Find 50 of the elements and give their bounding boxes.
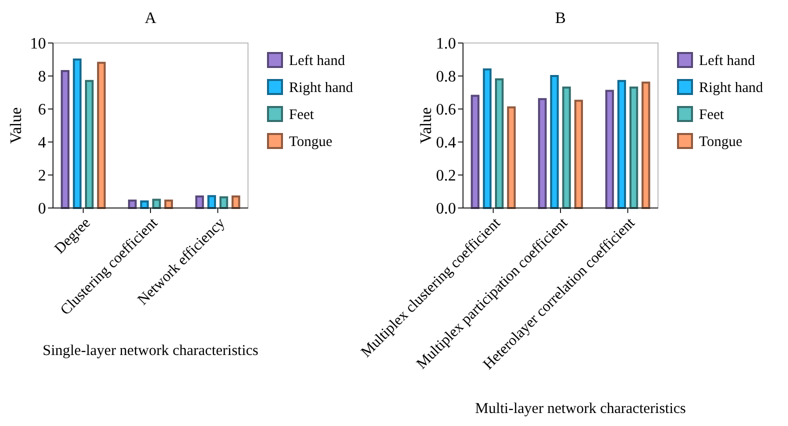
chart-title: A	[144, 10, 157, 27]
chart-title: B	[555, 10, 566, 27]
y-tick-label: 2	[38, 168, 46, 185]
legend-label: Left hand	[699, 53, 756, 70]
y-tick-label: 8	[38, 68, 46, 86]
legend-label: Tongue	[699, 134, 742, 150]
bar	[494, 78, 504, 209]
legend-label: Right hand	[699, 80, 764, 96]
bar	[195, 195, 204, 209]
bar	[72, 58, 82, 209]
bar	[642, 82, 650, 209]
bar	[562, 86, 571, 209]
y-tick-label: 0.4	[436, 134, 456, 152]
bar	[507, 106, 516, 209]
y-tick-label: 10	[30, 36, 46, 53]
y-tick-label: 1.0	[436, 36, 456, 53]
legend-label: Right hand	[289, 80, 354, 96]
legend-label: Tongue	[289, 134, 332, 150]
bar	[629, 86, 638, 209]
y-axis-title: Value	[8, 107, 25, 144]
bar	[128, 200, 137, 209]
bar	[140, 200, 149, 209]
bar	[84, 80, 94, 209]
bar	[617, 80, 626, 209]
legend-label: Left hand	[289, 53, 346, 70]
y-tick-label: 6	[38, 102, 46, 119]
y-tick-label: 0.2	[436, 168, 456, 185]
y-axis-title: Value	[418, 107, 435, 144]
bar	[152, 198, 161, 209]
y-tick-label: 4	[38, 134, 46, 152]
legend-label: Feet	[699, 107, 724, 124]
bar	[219, 196, 228, 209]
bar	[605, 90, 614, 209]
y-tick-label: 0.0	[436, 200, 456, 218]
bar	[550, 75, 559, 209]
bar	[207, 195, 216, 209]
y-tick-label: 0.6	[436, 102, 456, 119]
bar	[232, 195, 240, 209]
y-tick-label: 0.8	[436, 68, 456, 86]
bar	[164, 200, 173, 209]
bar	[574, 100, 583, 209]
bar	[538, 98, 547, 209]
legend-label: Feet	[289, 107, 314, 124]
y-tick-label: 0	[38, 200, 46, 218]
bar	[470, 94, 480, 209]
x-axis-title: Multi-layer network characteristics	[475, 401, 686, 417]
bar	[60, 70, 70, 209]
x-axis-title: Single-layer network characteristics	[42, 343, 259, 359]
bar	[97, 62, 106, 209]
bar	[482, 68, 492, 209]
